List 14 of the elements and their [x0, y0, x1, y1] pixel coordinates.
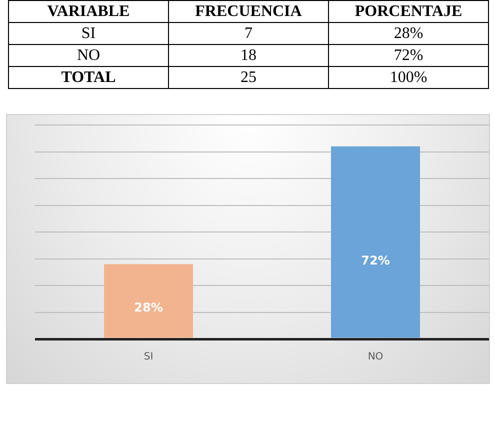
text: NO [9, 45, 169, 67]
text: SI [9, 23, 169, 45]
text: 100% [329, 67, 489, 89]
text: FRECUENCIA [169, 1, 329, 23]
text: PORCENTAJE [329, 1, 489, 23]
text: 25 [169, 67, 329, 89]
text: VARIABLE [9, 1, 169, 23]
text: 18 [169, 45, 329, 67]
data-label: 72% [361, 253, 390, 268]
text: 28% [329, 23, 489, 45]
data-label: 28% [134, 300, 163, 314]
text: 7 [169, 23, 329, 45]
text: 72% [329, 45, 489, 67]
text: TOTAL [9, 67, 169, 89]
